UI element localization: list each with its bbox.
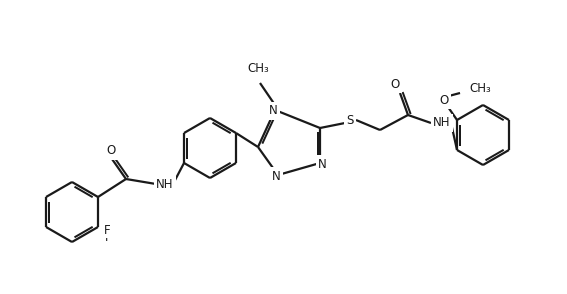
Text: N: N xyxy=(269,104,277,118)
Text: F: F xyxy=(105,231,112,244)
Text: N: N xyxy=(272,170,280,183)
Text: CH₃: CH₃ xyxy=(469,81,491,94)
Text: S: S xyxy=(346,113,354,126)
Text: NH: NH xyxy=(433,116,451,129)
Text: O: O xyxy=(107,144,116,158)
Text: N: N xyxy=(318,158,327,171)
Text: F: F xyxy=(104,223,111,236)
Text: NH: NH xyxy=(156,178,174,191)
Text: CH₃: CH₃ xyxy=(247,62,269,75)
Text: O: O xyxy=(439,93,448,106)
Text: O: O xyxy=(390,78,400,91)
